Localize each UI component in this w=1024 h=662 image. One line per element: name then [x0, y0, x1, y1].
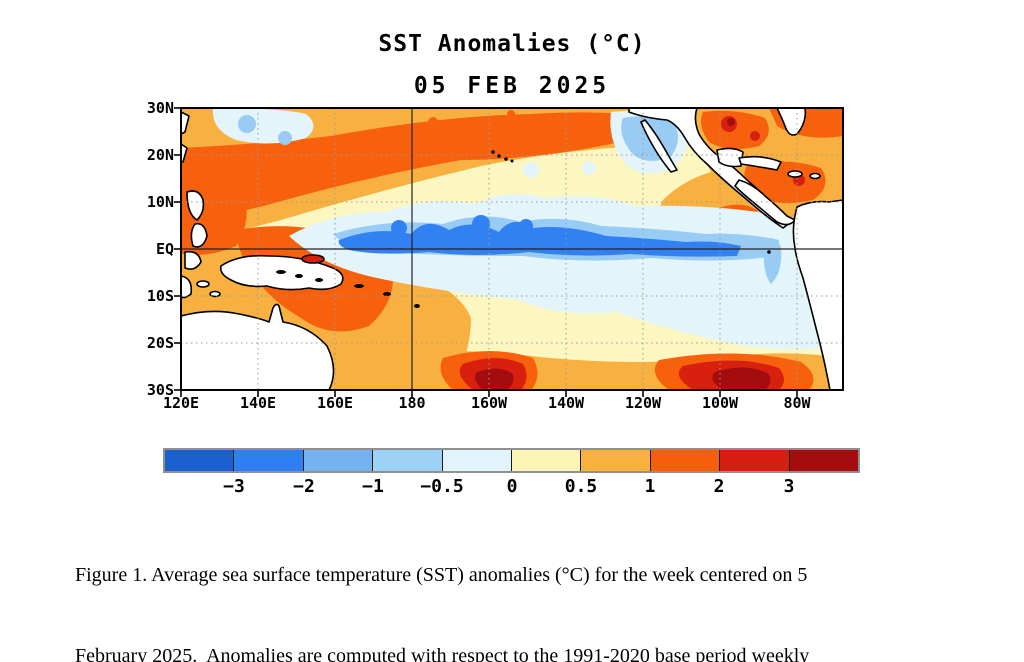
- colorbar-segment: [789, 450, 859, 471]
- colorbar-segment: [373, 450, 443, 471]
- y-tick-10s: 10S: [146, 287, 174, 305]
- x-tick-120w: 120W: [624, 394, 662, 412]
- landmasses: [181, 108, 843, 390]
- y-tick-30n: 30N: [146, 99, 174, 117]
- sst-map-svg: [174, 107, 844, 397]
- colorbar-segment: [720, 450, 790, 471]
- islands-solomon-vanuatu: [276, 270, 420, 308]
- y-tick-10n: 10N: [146, 193, 174, 211]
- x-tick-160e: 160E: [316, 394, 354, 412]
- colorbar-segment: [234, 450, 304, 471]
- x-tick-140e: 140E: [239, 394, 277, 412]
- colorbar-tick: −2: [293, 476, 315, 497]
- x-tick-80w: 80W: [783, 394, 811, 412]
- chart-date: 05 FEB 2025: [413, 73, 611, 99]
- colorbar-segment: [165, 450, 235, 471]
- y-tick-30s: 30S: [146, 381, 174, 399]
- axis-ticks: [174, 107, 798, 397]
- landmass-south-america: [792, 199, 843, 390]
- landmass-philippines: [186, 190, 205, 221]
- x-tick-100w: 100W: [701, 394, 739, 412]
- colorbar-tick: 2: [713, 476, 725, 497]
- x-tick-120e: 120E: [162, 394, 200, 412]
- landmass-asia-coast: [181, 111, 190, 135]
- y-tick-eq: EQ: [155, 240, 174, 258]
- colorbar-tick: −1: [362, 476, 384, 497]
- colorbar-segment: [512, 450, 582, 471]
- colorbar-segment: [442, 450, 513, 471]
- landmass-australia: [181, 303, 335, 390]
- island-new-britain: [301, 254, 325, 264]
- island-galapagos: [767, 250, 771, 254]
- x-tick-160w: 160W: [470, 394, 508, 412]
- x-tick-180: 180: [398, 394, 426, 412]
- island-hispaniola: [787, 170, 803, 178]
- y-tick-20n: 20N: [146, 146, 174, 164]
- map-interior: [181, 108, 843, 390]
- gridlines: [181, 108, 843, 390]
- colorbar-tick: 0.5: [564, 476, 598, 497]
- chart-title: SST Anomalies (°C): [378, 31, 646, 57]
- island-puerto-rico: [809, 172, 821, 180]
- colorbar-tick: 1: [644, 476, 656, 497]
- colorbar-segment: [650, 450, 721, 471]
- colorbar-segment: [303, 450, 374, 471]
- island-cuba: [738, 155, 782, 171]
- y-tick-20s: 20S: [146, 334, 174, 352]
- landmass-baja: [640, 119, 678, 173]
- landmass-yucatan: [716, 147, 744, 168]
- figure-caption: Figure 1. Average sea surface temperatur…: [75, 508, 955, 662]
- caption-line: February 2025. Anomalies are computed wi…: [75, 645, 810, 662]
- landmass-central-america: [734, 179, 796, 226]
- islands-hawaii: [491, 150, 514, 163]
- colorbar-segment: [581, 450, 651, 471]
- colorbar-tick: 3: [783, 476, 795, 497]
- colorbar-tick: −3: [223, 476, 245, 497]
- x-tick-140w: 140W: [547, 394, 585, 412]
- colorbar: [163, 448, 860, 473]
- caption-line: Figure 1. Average sea surface temperatur…: [75, 564, 808, 586]
- landmass-florida: [776, 108, 807, 136]
- colorbar-tick: 0: [506, 476, 518, 497]
- sst-anomaly-map: [173, 100, 851, 398]
- colorbar-tick: −0.5: [420, 476, 464, 497]
